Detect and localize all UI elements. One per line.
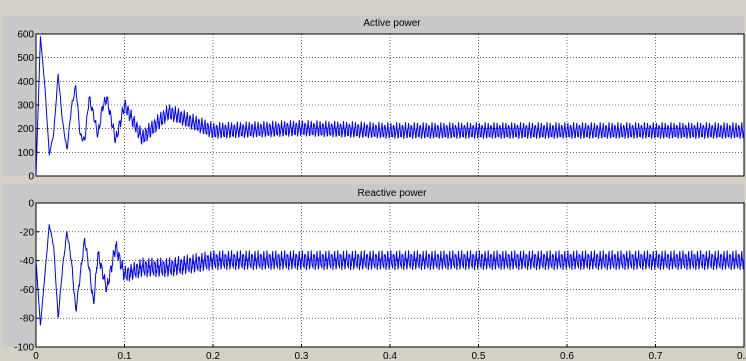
y-tick-label: 400 (17, 77, 34, 88)
panel-title: Reactive power (358, 188, 428, 199)
x-tick-label: 0.7 (649, 351, 663, 361)
y-tick-label: 300 (17, 101, 34, 112)
y-tick-label: 0 (28, 199, 34, 210)
y-tick-label: 0 (28, 172, 34, 183)
panel-active-power: Active power 0 100 200 300 400 500 600 (2, 16, 745, 183)
x-tick-label: 0.1 (118, 351, 132, 361)
y-tick-label: -60 (20, 285, 35, 296)
panel-reactive-power: Reactive power -100 -80 -60 -40 -20 0 0 0.1 0.2… (2, 184, 746, 361)
y-tick-label: -100 (14, 343, 34, 354)
series-line (35, 36, 745, 177)
x-tick-label: 0.5 (472, 351, 486, 361)
x-tick-label: 0.2 (206, 351, 220, 361)
x-tick-label: 0.4 (383, 351, 397, 361)
x-axis-ticks: 0 0.1 0.2 0.3 0.4 0.5 0.6 0.7 0.8 (33, 344, 746, 361)
y-tick-label: 500 (17, 53, 34, 64)
y-tick-label: 200 (17, 124, 34, 135)
x-tick-label: 0 (33, 351, 39, 361)
x-tick-label: 0.3 (295, 351, 309, 361)
x-tick-label: 0.8 (737, 351, 746, 361)
y-tick-label: 600 (17, 30, 34, 41)
y-tick-label: -80 (20, 314, 35, 325)
series-line (35, 224, 745, 326)
y-tick-label: -40 (20, 256, 35, 267)
y-tick-label: 100 (17, 148, 34, 159)
y-tick-label: -20 (20, 227, 35, 238)
panel-title: Active power (363, 18, 421, 29)
x-tick-label: 0.6 (560, 351, 574, 361)
